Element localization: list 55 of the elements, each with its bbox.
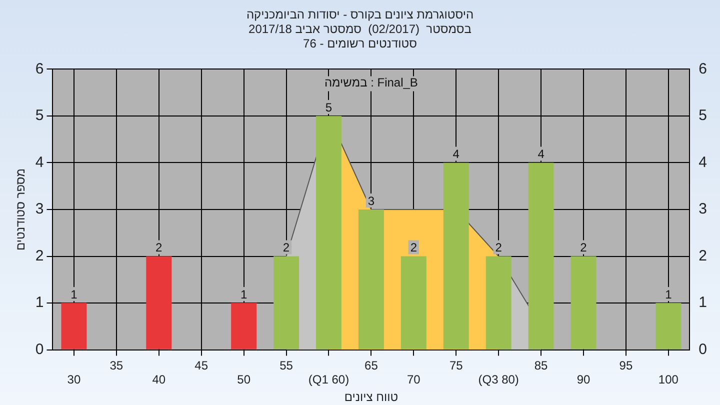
data-label: 2 [282,240,290,255]
data-label: 4 [452,147,460,162]
y-tick-label: 3 [35,200,44,218]
x-tick-label: 100 [658,372,679,387]
y2-tick-label: 6 [698,60,707,78]
data-label: 2 [410,240,418,255]
y2-tick-label: 0 [698,340,707,358]
x-tick-label: 45 [194,358,208,372]
y-tick-label: 5 [35,107,44,124]
bar [656,303,682,350]
y-tick-label: 0 [35,340,44,358]
x-tick-label: 70 [406,372,421,387]
y-tick-label: 1 [35,294,44,312]
y2-tick-label: 3 [698,200,707,218]
x-tick-label: 55 [280,358,294,372]
bar [570,256,596,350]
x-tick-label: 90 [576,372,590,387]
data-label: 3 [368,194,375,208]
chart-title: היסטוגרמת ציונים בקורס - יסודות הביומכניקה [246,8,474,22]
x-axis-title: טווח ציונים [344,390,398,404]
bar [146,256,172,350]
bar [358,210,384,350]
data-label: 4 [538,147,545,162]
x-tick-label: (Q3 80) [478,372,519,387]
bar [400,256,426,350]
x-tick-label: 85 [534,358,548,372]
annotation: במשימה : Final_B [324,76,418,90]
data-label: 1 [70,287,78,302]
y-tick-label: 4 [35,154,44,171]
data-label: 2 [580,240,588,255]
y2-tick-label: 5 [698,107,707,124]
y-axis-title: מספר סטודנטים [14,168,28,251]
x-tick-label: 40 [152,372,166,387]
y-tick-label: 2 [35,247,44,264]
data-label: 5 [325,100,332,114]
y-tick-label: 6 [35,60,44,78]
y2-tick-label: 2 [698,247,707,264]
bar [274,256,300,350]
data-label: 2 [156,240,163,255]
y2-tick-label: 4 [698,154,707,171]
x-tick-label: 30 [67,372,81,387]
x-tick-label: 35 [110,358,124,372]
x-tick-label: 95 [619,358,633,372]
bar [443,162,469,350]
data-label: 1 [240,287,248,302]
bar [231,303,257,350]
bar [61,303,87,350]
x-tick-label: 65 [364,358,378,372]
x-tick-label: 75 [449,358,464,372]
y2-tick-label: 1 [698,294,707,312]
x-tick-label: (Q1 60) [308,372,350,387]
chart-subtitle: בסמסטר (02/2017) סמסטר אביב 2017/18 סטודנטים רשומים - 76 [248,22,472,50]
x-tick-label: 50 [237,372,251,387]
data-label: 1 [665,287,672,302]
data-label: 2 [495,240,502,255]
